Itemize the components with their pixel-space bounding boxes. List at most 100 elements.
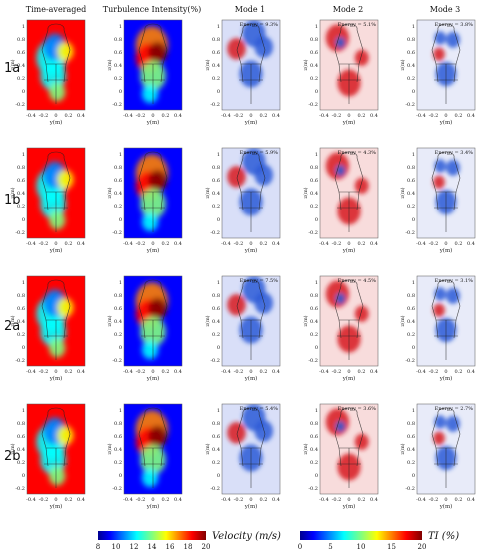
x-tick-label: 0.2 xyxy=(260,113,268,119)
y-tick-label: 0.2 xyxy=(17,460,25,466)
field-blob xyxy=(141,468,159,488)
plot-frame xyxy=(123,19,183,111)
y-tick-label: 0.8 xyxy=(17,293,25,299)
y-tick-label: 0.8 xyxy=(212,293,220,299)
x-tick-label: 0 xyxy=(444,241,447,247)
x-tick-label: -0.4 xyxy=(319,241,329,247)
field-blob xyxy=(49,338,66,358)
y-tick-label: 0.4 xyxy=(310,191,318,197)
field-blob xyxy=(325,24,349,52)
y-tick-label: 0.6 xyxy=(310,306,318,312)
y-tick-label: 1 xyxy=(412,24,415,30)
colorbar-tick-label: 14 xyxy=(148,543,157,550)
y-tick-label: -0.2 xyxy=(112,486,122,492)
y-tick-label: 1 xyxy=(22,408,25,414)
y-tick-label: 0.4 xyxy=(17,447,25,453)
y-tick-label: 0 xyxy=(315,345,318,351)
y-tick-label: -0.2 xyxy=(210,102,220,108)
plot-frame xyxy=(26,147,86,239)
x-tick-label: -0.2 xyxy=(429,369,439,375)
mode-energy-label: Energy = 3.1% xyxy=(435,278,474,284)
panel-r3-c4: 1 0.8 0.6 0.4 0.2 0 -0.2 z(m) -0.4 -0.2 0 0.2 0.4 y(m… xyxy=(302,275,379,382)
x-tick-label: -0.2 xyxy=(234,369,244,375)
field-blob xyxy=(49,466,66,486)
x-tick-label: 0.2 xyxy=(358,369,366,375)
field-blob xyxy=(227,294,246,316)
y-tick-label: 1 xyxy=(315,408,318,414)
y-axis-label: z(m) xyxy=(9,315,16,326)
plot-frame xyxy=(319,19,379,111)
y-tick-label: 0 xyxy=(412,89,415,95)
x-tick-label: 0 xyxy=(347,113,350,119)
x-axis-label: y(m) xyxy=(244,503,258,510)
field-blob xyxy=(446,159,460,176)
y-tick-label: 0.2 xyxy=(310,460,318,466)
mode-energy-label: Energy = 3.6% xyxy=(338,406,377,412)
y-tick-label: 0 xyxy=(412,473,415,479)
y-tick-label: 0.8 xyxy=(407,165,415,171)
y-tick-label: 0.6 xyxy=(212,306,220,312)
y-tick-label: 0.6 xyxy=(212,178,220,184)
y-tick-label: 0.8 xyxy=(114,37,122,43)
x-axis-label: y(m) xyxy=(342,503,356,510)
y-tick-label: 0.8 xyxy=(114,421,122,427)
plot-frame xyxy=(123,403,183,495)
x-tick-label: -0.4 xyxy=(123,369,133,375)
x-tick-label: -0.4 xyxy=(123,497,133,503)
y-tick-label: 1 xyxy=(412,280,415,286)
y-tick-label: -0.2 xyxy=(15,358,25,364)
panel-r2-c5: 1 0.8 0.6 0.4 0.2 0 -0.2 z(m) -0.4 -0.2 0 0.2 0.4 y(m… xyxy=(399,147,476,254)
field-blob xyxy=(446,287,460,304)
column-title-mode-2: Mode 2 xyxy=(333,5,364,14)
field-blob xyxy=(446,415,460,432)
panel-r3-c1: 1 0.8 0.6 0.4 0.2 0 -0.2 z(m) -0.4 -0.2 0 0.2 0.4 y(m… xyxy=(9,275,86,382)
x-tick-label: -0.2 xyxy=(136,241,146,247)
colorbar-tick-label: 15 xyxy=(387,543,396,550)
field-blob xyxy=(227,422,246,444)
panel-r1-c4: 1 0.8 0.6 0.4 0.2 0 -0.2 z(m) -0.4 -0.2 0 0.2 0.4 y(m… xyxy=(302,19,379,126)
panel-r4-c3: 1 0.8 0.6 0.4 0.2 0 -0.2 z(m) -0.4 -0.2 0 0.2 0.4 y(m… xyxy=(204,403,281,510)
y-tick-label: 0.6 xyxy=(212,50,220,56)
ti-colorbar-ticks: 0 5 10 15 20 xyxy=(298,543,427,550)
plot-frame xyxy=(26,403,86,495)
mode-energy-label: Energy = 9.3% xyxy=(240,22,279,28)
x-tick-label: 0.4 xyxy=(467,497,475,503)
y-tick-label: 0.6 xyxy=(310,50,318,56)
y-tick-label: -0.2 xyxy=(112,230,122,236)
x-tick-label: 0.2 xyxy=(260,369,268,375)
y-axis-label: z(m) xyxy=(399,315,406,326)
y-tick-label: 0.6 xyxy=(114,50,122,56)
y-tick-label: 0.4 xyxy=(17,319,25,325)
x-tick-label: -0.2 xyxy=(39,497,49,503)
y-tick-label: 0.8 xyxy=(17,421,25,427)
x-tick-label: 0.2 xyxy=(260,241,268,247)
velocity-colorbar-ticks: 8 10 12 14 16 18 20 xyxy=(96,543,211,550)
column-title-turbulence-intensity: Turbulence Intensity(%) xyxy=(103,5,201,14)
field-blob xyxy=(148,425,167,448)
field-blob xyxy=(141,84,159,104)
plot-frame xyxy=(123,147,183,239)
y-tick-label: 1 xyxy=(217,152,220,158)
colorbar-tick-label: 20 xyxy=(418,543,427,550)
x-tick-label: -0.4 xyxy=(26,113,36,119)
x-tick-label: -0.2 xyxy=(234,113,244,119)
field-blob xyxy=(434,31,447,45)
ti-colorbar-label: TI (%) xyxy=(428,531,459,542)
plot-frame xyxy=(221,275,281,367)
colorbar-tick-label: 10 xyxy=(357,543,366,550)
x-tick-label: 0 xyxy=(444,497,447,503)
y-tick-label: 0.6 xyxy=(407,178,415,184)
y-tick-label: 0.4 xyxy=(407,319,415,325)
y-tick-label: 0.8 xyxy=(310,421,318,427)
y-tick-label: 0 xyxy=(412,345,415,351)
y-axis-label: z(m) xyxy=(106,443,113,454)
y-tick-label: 0.6 xyxy=(310,178,318,184)
x-axis-label: y(m) xyxy=(49,375,63,382)
y-tick-label: -0.2 xyxy=(15,230,25,236)
x-axis-label: y(m) xyxy=(244,119,258,126)
y-tick-label: 0.6 xyxy=(310,434,318,440)
field-blob xyxy=(325,280,349,308)
x-tick-label: -0.4 xyxy=(26,241,36,247)
x-tick-label: -0.2 xyxy=(332,113,342,119)
